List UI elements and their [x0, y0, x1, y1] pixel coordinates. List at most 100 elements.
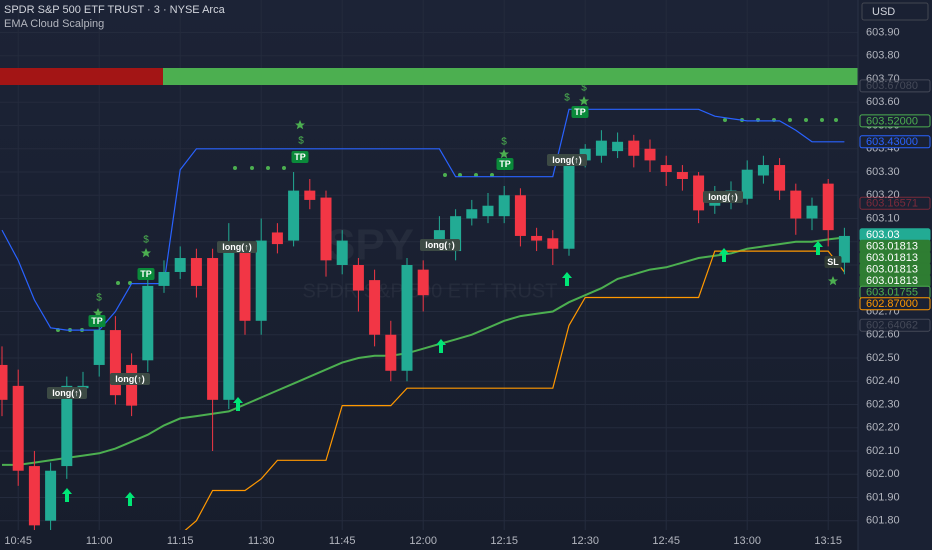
candle-body [336, 240, 348, 265]
take-profit-box [88, 315, 106, 327]
price-label: 603.52000 [866, 115, 918, 127]
long-label-box [547, 154, 587, 166]
take-profit-box [291, 151, 309, 163]
take-profit-label: TP [294, 152, 306, 162]
long-label: long(↑) [708, 192, 738, 202]
y-tick-label: 603.80 [866, 50, 900, 62]
x-tick-label: 13:15 [814, 535, 842, 547]
target-dot [723, 118, 727, 122]
long-arrow [62, 488, 72, 502]
y-tick-label: 601.90 [866, 491, 900, 503]
chart-title: SPDR S&P 500 ETF TRUST · 3 · NYSE Arca [4, 4, 226, 16]
candle-body [757, 165, 769, 176]
x-tick-label: 11:30 [248, 535, 275, 547]
candle-body [595, 140, 607, 156]
y-tick-label: 602.30 [866, 398, 900, 410]
x-tick-label: 11:15 [167, 535, 194, 547]
candle-body [223, 251, 235, 400]
y-tick-label: 603.90 [866, 26, 900, 38]
candle-body [628, 140, 640, 156]
candle-body [433, 230, 445, 241]
star [499, 149, 509, 159]
candle-body [660, 165, 672, 173]
long-arrow [562, 272, 572, 286]
target-dot [820, 118, 824, 122]
take-profit-label: TP [499, 159, 511, 169]
candle-body [190, 258, 202, 286]
candle-body [271, 232, 283, 245]
price-label: 603.01813 [866, 252, 918, 264]
candle-body [790, 190, 802, 219]
candle-body [693, 175, 705, 211]
y-tick-label: 603.70 [866, 73, 900, 85]
long-label-box [47, 387, 87, 399]
take-profit-label: TP [574, 107, 586, 117]
x-tick-label: 12:00 [409, 535, 437, 547]
star [828, 276, 838, 286]
target-dot [458, 173, 462, 177]
price-label-box [859, 135, 931, 149]
y-tick-label: 602.00 [866, 468, 900, 480]
target-dot [443, 173, 447, 177]
y-tick-label: 603.20 [866, 189, 900, 201]
price-label: 603.01813 [866, 264, 918, 276]
candle-body [417, 269, 429, 296]
candle-body [207, 258, 219, 400]
price-label: 603.03 [866, 229, 900, 241]
y-tick-label: 602.40 [866, 375, 900, 387]
indicator-line [2, 236, 845, 466]
target-dot [250, 166, 254, 170]
take-profit-sign: $ [143, 235, 149, 246]
candle-body [174, 258, 186, 272]
candle-body [838, 235, 850, 263]
x-tick-label: 11:00 [86, 535, 113, 547]
candle-body [255, 240, 267, 321]
y-tick-label: 603.10 [866, 212, 900, 224]
candle-body [304, 190, 316, 200]
y-tick-label: 603.30 [866, 166, 900, 178]
candle-body [482, 205, 494, 217]
long-label: long(↑) [425, 240, 455, 250]
indicator-line [1, 108, 845, 331]
x-tick-label: 11:45 [329, 535, 356, 547]
star [579, 96, 589, 106]
y-tick-label: 603.60 [866, 96, 900, 108]
candle-body [531, 235, 543, 241]
long-label-box [420, 239, 460, 251]
signal-bar-bull [163, 68, 858, 85]
take-profit-label: TP [140, 269, 152, 279]
candle-body [93, 330, 105, 365]
target-dot [233, 166, 237, 170]
currency: USD [872, 6, 895, 18]
candle-body [28, 466, 40, 526]
long-label: long(↑) [115, 374, 145, 384]
stop-loss-label: SL [827, 257, 839, 267]
target-dot [266, 166, 270, 170]
price-label-box [859, 114, 931, 128]
candle-body [320, 197, 332, 261]
target-dot [116, 281, 120, 285]
candle-body [822, 183, 834, 231]
candle-body [45, 470, 57, 521]
price-label-box [859, 318, 931, 332]
target-dot [474, 173, 478, 177]
take-profit-sign: $ [96, 293, 102, 304]
price-label: 603.01813 [866, 275, 918, 287]
y-tick-label: 601.80 [866, 515, 900, 527]
candle-body [126, 364, 138, 406]
time-axis: 10:45 11:00 11:15 11:30 11:45 12:00 12:15 12:30… [4, 535, 842, 547]
candle-body [676, 172, 688, 179]
candle-body [142, 285, 154, 361]
long-label: long(↑) [552, 155, 582, 165]
target-dot [282, 166, 286, 170]
candle-body [61, 385, 73, 467]
candle-body [466, 209, 478, 219]
take-profit-sign: $ [564, 93, 570, 104]
candle-body [741, 169, 753, 199]
y-tick-label: 602.20 [866, 422, 900, 434]
target-dot [490, 173, 494, 177]
x-tick-label: 12:45 [652, 535, 680, 547]
long-label: long(↑) [52, 388, 82, 398]
candle-body [352, 265, 364, 291]
